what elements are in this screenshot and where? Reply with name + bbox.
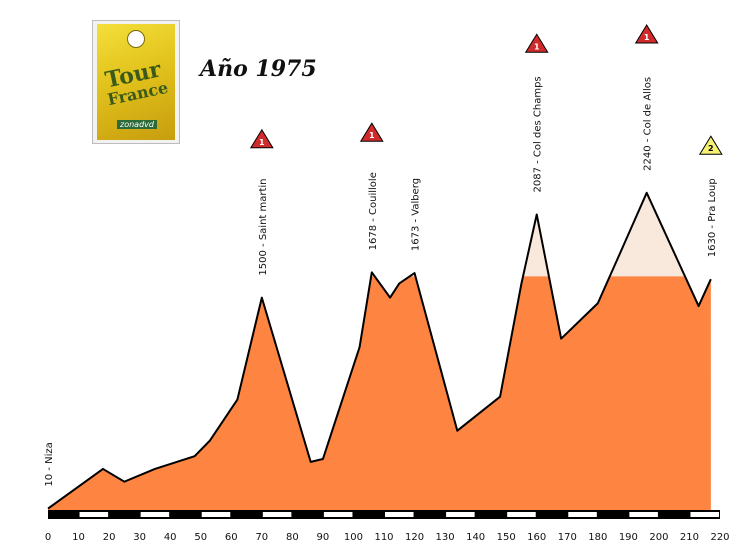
climb-label: 2087 - Col des Champs <box>533 76 544 192</box>
scale-segment-white <box>201 512 231 517</box>
x-tick-label: 110 <box>374 532 393 543</box>
climb-category-marker: 1 <box>359 122 384 142</box>
cover-text-site: zonadvd <box>117 120 157 129</box>
x-tick-label: 180 <box>588 532 607 543</box>
scale-segment-white <box>79 512 109 517</box>
profile-fill <box>48 276 711 510</box>
climb-label: 1678 - Couillole <box>368 172 379 250</box>
x-tick-label: 80 <box>286 532 299 543</box>
x-tick-label: 50 <box>194 532 207 543</box>
profile-area <box>47 191 712 511</box>
scale-segment-white <box>507 512 536 517</box>
x-tick-label: 170 <box>558 532 577 543</box>
category-number: 1 <box>369 131 375 140</box>
category-triangle <box>359 122 384 142</box>
anniversary-badge-icon <box>127 30 145 48</box>
climb-category-marker: 1 <box>524 33 549 53</box>
scale-segment-white <box>140 512 170 517</box>
x-tick-label: 90 <box>317 532 330 543</box>
category-number: 1 <box>259 138 265 147</box>
x-tick-label: 130 <box>436 532 455 543</box>
x-tick-label: 220 <box>710 532 729 543</box>
dvd-cover-art: Tour France zonadvd <box>97 24 175 140</box>
x-tick-label: 10 <box>72 532 85 543</box>
climb-label: 1630 - Pra Loup <box>707 178 718 257</box>
x-tick-label: 120 <box>405 532 424 543</box>
x-tick-label: 20 <box>103 532 116 543</box>
x-tick-label: 60 <box>225 532 238 543</box>
category-triangle <box>698 135 723 155</box>
tour-de-france-dvd-cover: Tour France zonadvd <box>92 20 180 144</box>
climb-label: 1500 - Saint martin <box>258 178 269 275</box>
x-tick-label: 160 <box>527 532 546 543</box>
climb-category-marker: 1 <box>249 128 274 149</box>
climb-labels: 10 - Niza 1500 - Saint martin 1 1678 - Coui… <box>44 24 723 487</box>
scale-segment-white <box>629 512 658 517</box>
category-number: 2 <box>708 144 714 153</box>
category-number: 1 <box>534 42 540 51</box>
scale-segment-white <box>262 512 292 517</box>
x-tick-label: 100 <box>344 532 363 543</box>
x-tick-label: 210 <box>680 532 699 543</box>
x-tick-label: 30 <box>133 532 146 543</box>
scale-segment-white <box>323 512 353 517</box>
scale-segment-white <box>568 512 597 517</box>
climb-label: 1673 - Valberg <box>411 178 422 251</box>
distance-axis: 0 10 20 30 40 50 60 70 80 90 100 110 120 130 140 150 160… <box>45 510 730 543</box>
x-tick-label: 70 <box>255 532 268 543</box>
page-title: Año 1975 <box>200 56 317 82</box>
climb-label: 10 - Niza <box>44 442 55 486</box>
x-tick-label: 40 <box>164 532 177 543</box>
distance-scale-bar <box>48 510 720 519</box>
scale-segment-white <box>385 512 414 517</box>
x-tick-label: 0 <box>45 532 51 543</box>
scale-segment-white <box>446 512 475 517</box>
x-tick-label: 200 <box>649 532 668 543</box>
climb-category-marker: 2 <box>698 135 723 155</box>
climb-category-marker: 1 <box>634 24 659 44</box>
x-tick-label: 150 <box>497 532 516 543</box>
profile-outline <box>47 191 712 510</box>
x-tick-label: 190 <box>619 532 638 543</box>
scale-segment-white <box>690 512 719 517</box>
category-triangle <box>524 33 549 53</box>
x-tick-label: 140 <box>466 532 485 543</box>
category-triangle <box>249 128 274 149</box>
category-triangle <box>634 24 659 44</box>
category-number: 1 <box>644 33 650 42</box>
climb-label: 2240 - Col de Allos <box>643 77 654 171</box>
